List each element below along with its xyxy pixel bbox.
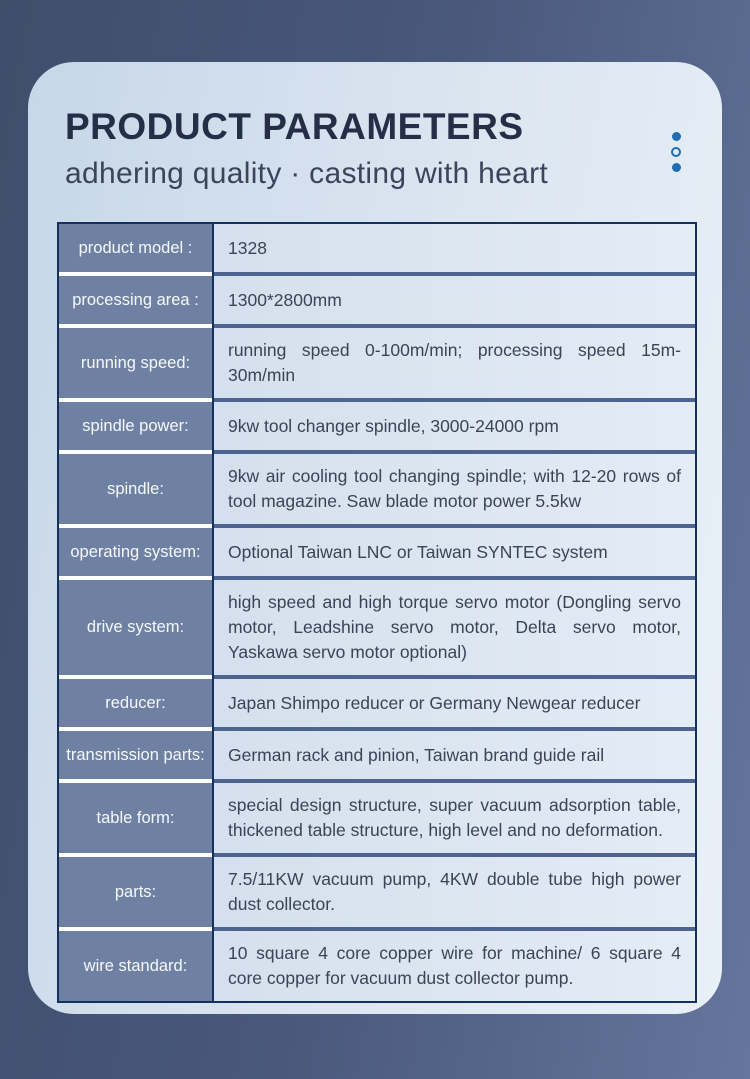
param-value: 1328: [212, 224, 695, 272]
parameters-table: product model : 1328 processing area : 1…: [57, 222, 697, 1003]
row-separator-label-gap: [59, 927, 212, 931]
table-row: product model : 1328: [59, 224, 695, 272]
row-separator: [59, 927, 695, 931]
row-separator-value-line: [212, 524, 695, 528]
table-row: spindle power: 9kw tool changer spindle,…: [59, 402, 695, 450]
param-label: wire standard:: [59, 931, 212, 1001]
row-separator-label-gap: [59, 727, 212, 731]
row-separator: [59, 727, 695, 731]
row-separator: [59, 450, 695, 454]
table-row: drive system: high speed and high torque…: [59, 580, 695, 675]
param-label: processing area :: [59, 276, 212, 324]
row-separator-value-line: [212, 853, 695, 857]
row-separator-value-line: [212, 398, 695, 402]
row-separator: [59, 853, 695, 857]
row-separator-label-gap: [59, 324, 212, 328]
row-separator: [59, 398, 695, 402]
dot-filled-icon: [671, 132, 681, 141]
param-label: running speed:: [59, 328, 212, 398]
param-value: 9kw tool changer spindle, 3000-24000 rpm: [212, 402, 695, 450]
row-separator-value-line: [212, 272, 695, 276]
param-value: special design structure, super vacuum a…: [212, 783, 695, 853]
table-row: processing area : 1300*2800mm: [59, 276, 695, 324]
param-value: 7.5/11KW vacuum pump, 4KW double tube hi…: [212, 857, 695, 927]
header: PRODUCT PARAMETERS adhering quality · ca…: [65, 106, 548, 191]
row-separator: [59, 675, 695, 679]
dot-filled-icon: [671, 163, 681, 172]
content-card: PRODUCT PARAMETERS adhering quality · ca…: [28, 62, 722, 1014]
param-value: running speed 0-100m/min; processing spe…: [212, 328, 695, 398]
row-separator: [59, 779, 695, 783]
param-label: spindle:: [59, 454, 212, 524]
param-value: 9kw air cooling tool changing spindle; w…: [212, 454, 695, 524]
row-separator-label-gap: [59, 272, 212, 276]
dots-ornament: [671, 132, 681, 172]
row-separator: [59, 324, 695, 328]
table-row: parts: 7.5/11KW vacuum pump, 4KW double …: [59, 857, 695, 927]
table-row: wire standard: 10 square 4 core copper w…: [59, 931, 695, 1001]
table-row: reducer: Japan Shimpo reducer or Germany…: [59, 679, 695, 727]
row-separator-value-line: [212, 927, 695, 931]
row-separator: [59, 576, 695, 580]
table-row: running speed: running speed 0-100m/min;…: [59, 328, 695, 398]
table-row: operating system: Optional Taiwan LNC or…: [59, 528, 695, 576]
row-separator-label-gap: [59, 853, 212, 857]
row-separator-label-gap: [59, 524, 212, 528]
row-separator: [59, 272, 695, 276]
param-value: Japan Shimpo reducer or Germany Newgear …: [212, 679, 695, 727]
param-label: drive system:: [59, 580, 212, 675]
param-value: 1300*2800mm: [212, 276, 695, 324]
row-separator-label-gap: [59, 576, 212, 580]
dot-hollow-icon: [671, 147, 681, 157]
row-separator-value-line: [212, 450, 695, 454]
table-row: spindle: 9kw air cooling tool changing s…: [59, 454, 695, 524]
param-label: product model :: [59, 224, 212, 272]
row-separator-label-gap: [59, 450, 212, 454]
row-separator-label-gap: [59, 675, 212, 679]
param-value: 10 square 4 core copper wire for machine…: [212, 931, 695, 1001]
row-separator-label-gap: [59, 779, 212, 783]
row-separator-value-line: [212, 576, 695, 580]
table-row: transmission parts: German rack and pini…: [59, 731, 695, 779]
param-label: table form:: [59, 783, 212, 853]
row-separator-value-line: [212, 727, 695, 731]
param-label: parts:: [59, 857, 212, 927]
row-separator-value-line: [212, 324, 695, 328]
row-separator-label-gap: [59, 398, 212, 402]
param-label: operating system:: [59, 528, 212, 576]
param-value: German rack and pinion, Taiwan brand gui…: [212, 731, 695, 779]
param-label: transmission parts:: [59, 731, 212, 779]
row-separator-value-line: [212, 779, 695, 783]
param-label: reducer:: [59, 679, 212, 727]
page-subtitle: adhering quality · casting with heart: [65, 157, 549, 190]
page-title: PRODUCT PARAMETERS: [65, 106, 524, 147]
param-label: spindle power:: [59, 402, 212, 450]
row-separator-value-line: [212, 675, 695, 679]
param-value: Optional Taiwan LNC or Taiwan SYNTEC sys…: [212, 528, 695, 576]
table-row: table form: special design structure, su…: [59, 783, 695, 853]
row-separator: [59, 524, 695, 528]
param-value: high speed and high torque servo motor (…: [212, 580, 695, 675]
